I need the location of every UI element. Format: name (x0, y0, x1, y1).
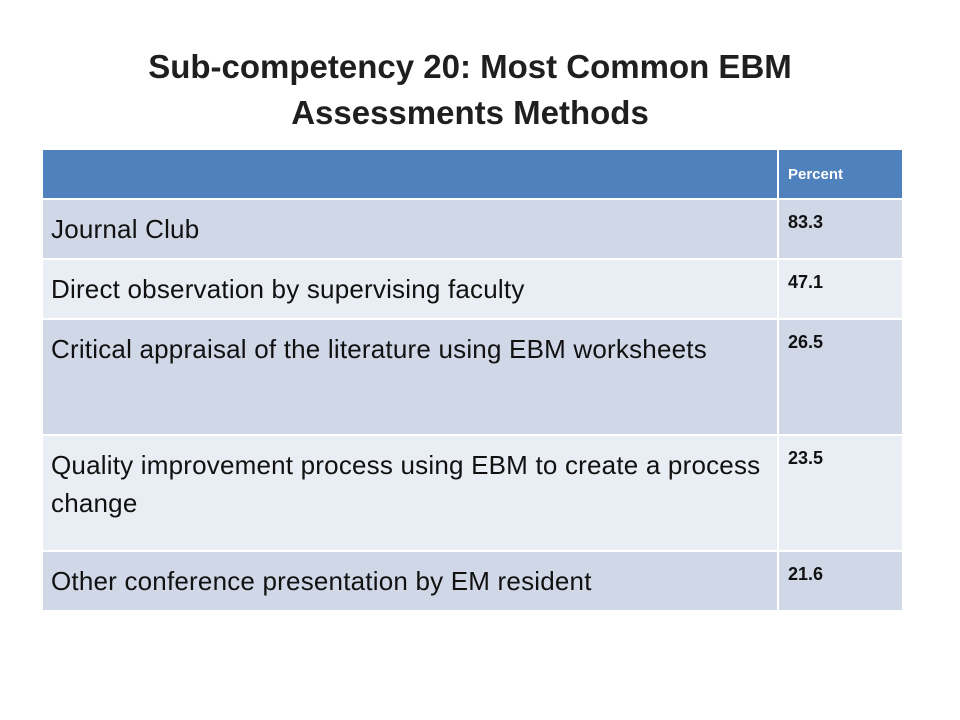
table-header-row: Percent (41, 148, 904, 200)
percent-cell: 23.5 (777, 434, 904, 552)
table-row: Direct observation by supervising facult… (41, 258, 904, 320)
method-column-header (41, 148, 779, 200)
slide-title-line-2: Assessments Methods (291, 94, 649, 131)
method-cell: Journal Club (41, 198, 779, 260)
percent-cell: 83.3 (777, 198, 904, 260)
percent-cell: 21.6 (777, 550, 904, 612)
method-cell: Other conference presentation by EM resi… (41, 550, 779, 612)
method-cell: Quality improvement process using EBM to… (41, 434, 779, 552)
table-row: Quality improvement process using EBM to… (41, 434, 904, 552)
method-cell: Critical appraisal of the literature usi… (41, 318, 779, 436)
assessment-methods-table: Percent Journal Club 83.3 Direct observa… (41, 148, 904, 612)
table-row: Journal Club 83.3 (41, 198, 904, 260)
table-row: Critical appraisal of the literature usi… (41, 318, 904, 436)
method-cell: Direct observation by supervising facult… (41, 258, 779, 320)
slide-title-line-1: Sub-competency 20: Most Common EBM (148, 48, 792, 85)
percent-column-header: Percent (777, 148, 904, 200)
percent-cell: 26.5 (777, 318, 904, 436)
table-row: Other conference presentation by EM resi… (41, 550, 904, 612)
percent-cell: 47.1 (777, 258, 904, 320)
slide-title: Sub-competency 20: Most Common EBM Asses… (0, 44, 940, 136)
